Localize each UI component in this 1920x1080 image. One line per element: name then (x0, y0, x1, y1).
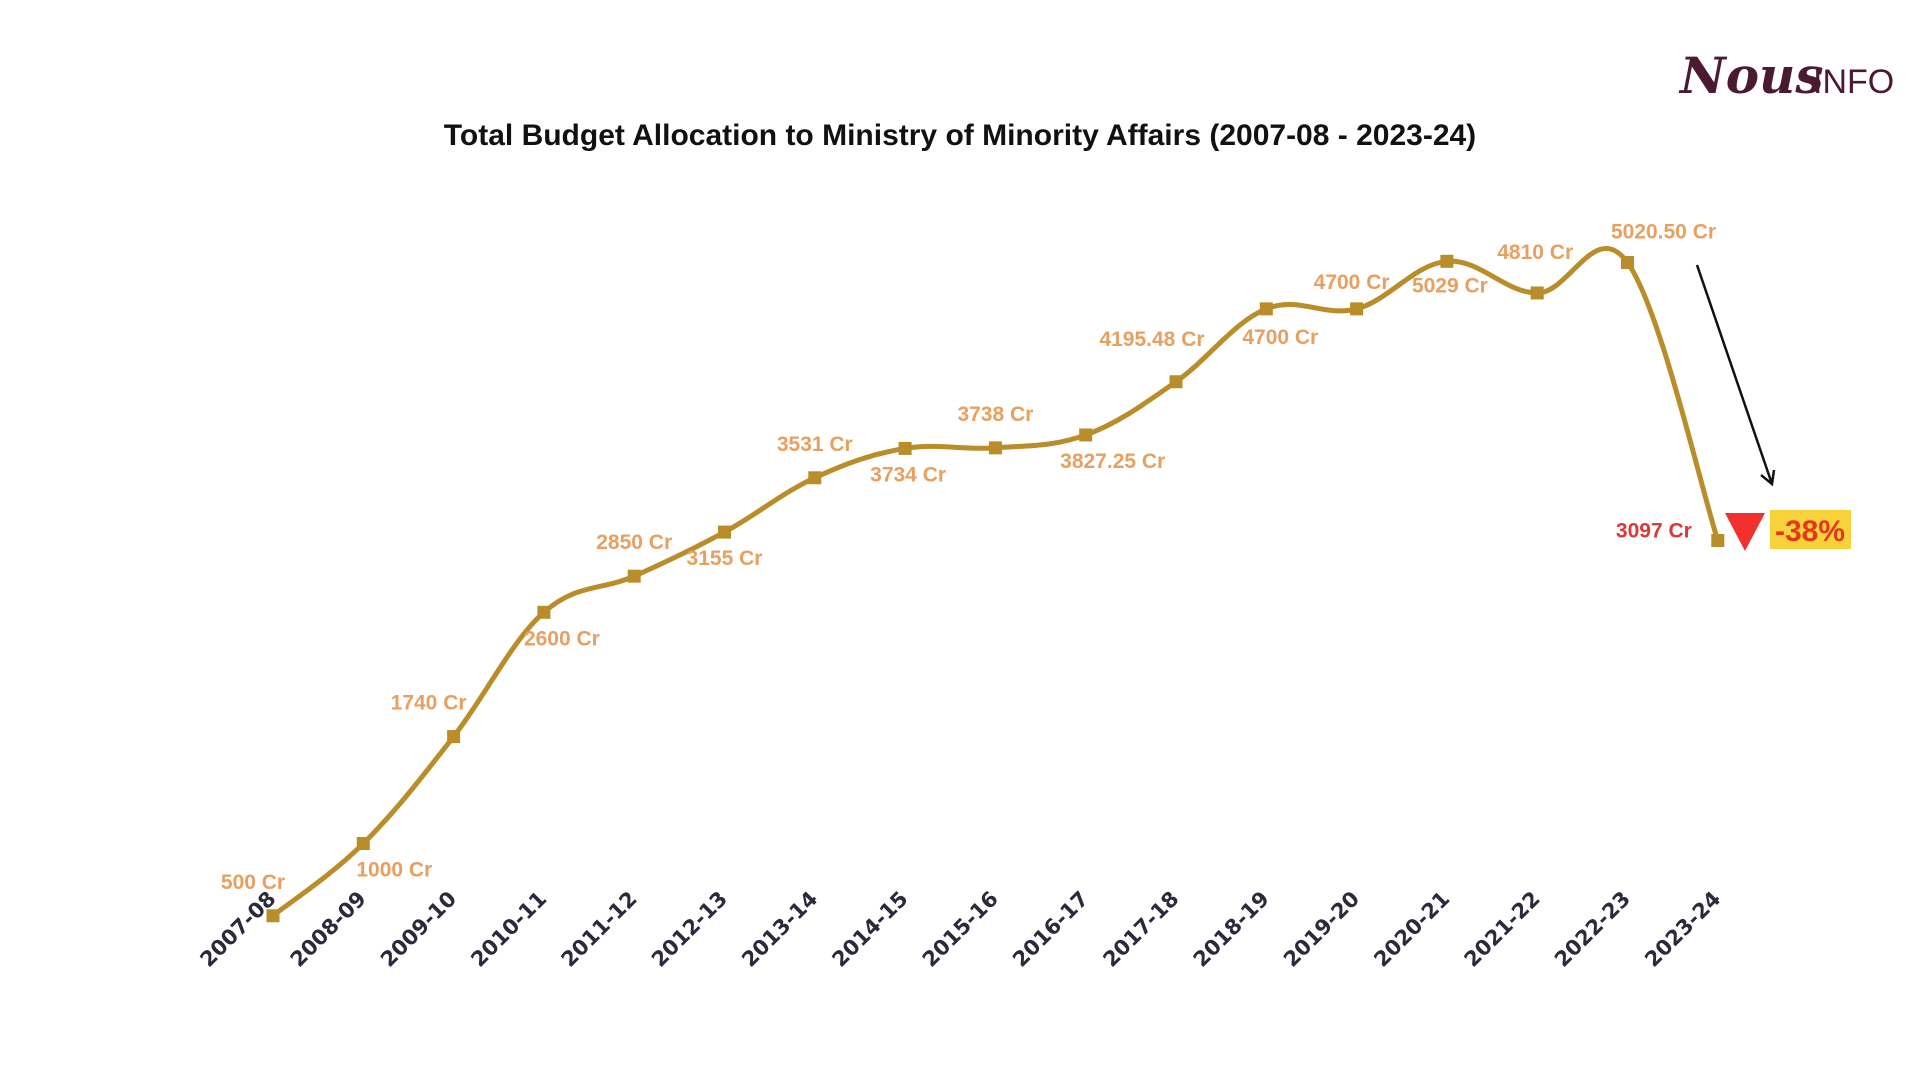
x-tick-2009-10: 2009-10 (376, 887, 461, 972)
logo: Nous INFO (1678, 46, 1894, 105)
series-line (270, 245, 1721, 919)
data-label-2010-11: 2600 Cr (524, 627, 600, 650)
data-point-2010-11 (537, 605, 551, 619)
decline-arrow (1695, 264, 1774, 485)
x-tick-2011-12: 2011-12 (557, 887, 642, 972)
data-label-2020-21: 5029 Cr (1412, 274, 1488, 297)
change-badge (1770, 510, 1851, 549)
x-tick-2021-22: 2021-22 (1460, 887, 1545, 972)
data-point-2011-12 (627, 569, 641, 583)
x-tick-2019-20: 2019-20 (1279, 887, 1364, 972)
x-tick-2017-18: 2017-18 (1098, 887, 1183, 972)
logo-info: INFO (1813, 63, 1894, 101)
data-label-2019-20: 4700 Cr (1314, 271, 1390, 294)
data-point-2013-14 (808, 471, 822, 485)
change-percent: -38% (1775, 515, 1845, 548)
data-label-2011-12: 2850 Cr (596, 531, 672, 554)
data-point-2022-23 (1621, 256, 1634, 270)
x-tick-2020-21: 2020-21 (1369, 887, 1454, 972)
x-tick-2016-17: 2016-17 (1008, 887, 1093, 972)
data-label-2021-22: 4810 Cr (1497, 241, 1573, 264)
x-axis-ticks: 2007-08 2008-09 2009-10 2010-11 2011-12 2012-… (195, 887, 1725, 972)
data-point-2017-18 (1169, 375, 1183, 389)
data-label-2016-17: 3827.25 Cr (1060, 450, 1165, 473)
x-tick-2015-16: 2015-16 (918, 887, 1003, 972)
data-point-2021-22 (1530, 286, 1544, 300)
x-tick-2014-15: 2014-15 (828, 887, 913, 972)
data-label-2022-23: 5020.50 Cr (1611, 221, 1716, 244)
data-point-2014-15 (898, 441, 912, 455)
data-point-2023-24 (1711, 533, 1725, 547)
data-label-2013-14: 3531 Cr (777, 433, 853, 456)
logo-nous: Nous (1678, 46, 1824, 105)
data-label-2017-18: 4195.48 Cr (1099, 328, 1204, 351)
data-point-2012-13 (718, 525, 731, 539)
data-point-2015-16 (988, 441, 1002, 455)
markers (266, 254, 1725, 923)
x-tick-2010-11: 2010-11 (466, 887, 551, 972)
data-point-2008-09 (356, 837, 370, 850)
data-point-2020-21 (1440, 254, 1454, 268)
data-label-2014-15: 3734 Cr (870, 463, 946, 486)
data-label-2015-16: 3738 Cr (957, 403, 1033, 426)
x-tick-2013-14: 2013-14 (737, 887, 822, 972)
data-labels: 500 Cr 1000 Cr 1740 Cr 2600 Cr 2850 Cr 3155 C… (221, 221, 1716, 894)
data-label-2007-08: 500 Cr (221, 871, 285, 894)
chart-title: Total Budget Allocation to Ministry of M… (444, 119, 1476, 152)
data-label-2012-13: 3155 Cr (687, 547, 763, 570)
data-point-2016-17 (1079, 428, 1093, 442)
x-tick-2007-08: 2007-08 (195, 887, 280, 972)
down-triangle-icon (1725, 513, 1765, 551)
data-label-2023-24: 3097 Cr (1616, 519, 1692, 542)
x-tick-2018-19: 2018-19 (1189, 887, 1274, 972)
x-tick-2022-23: 2022-23 (1550, 887, 1635, 972)
x-tick-2023-24: 2023-24 (1640, 887, 1725, 972)
x-tick-2012-13: 2012-13 (647, 887, 732, 972)
data-point-2019-20 (1350, 302, 1364, 316)
data-point-2009-10 (447, 730, 461, 744)
data-point-2018-19 (1259, 302, 1273, 316)
data-label-2009-10: 1740 Cr (391, 692, 467, 715)
decline-arrow-head-icon (1760, 469, 1776, 487)
data-label-2008-09: 1000 Cr (356, 859, 432, 882)
data-point-2007-08 (266, 909, 280, 923)
data-label-2018-19: 4700 Cr (1242, 326, 1318, 349)
